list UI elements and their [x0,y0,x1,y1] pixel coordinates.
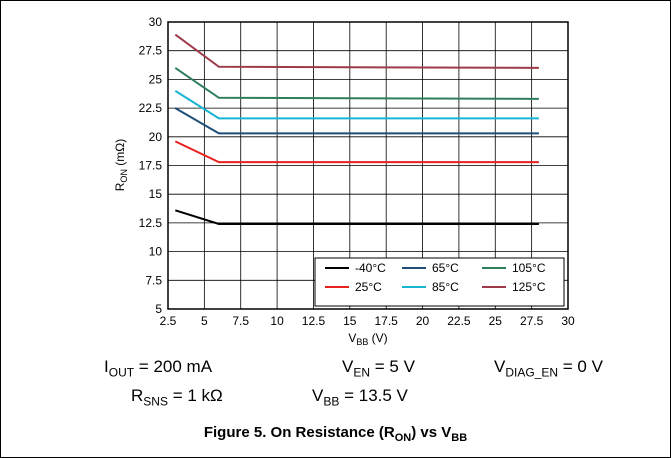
x-tick-label: 10 [270,314,284,328]
series-line [174,33,539,69]
x-tick-label: 27.5 [520,314,544,328]
series-line [174,67,539,100]
figure-caption: Figure 5. On Resistance (RON) vs VBB [203,424,468,444]
x-tick-label: 2.5 [160,314,177,328]
y-tick-label: 22.5 [139,101,163,115]
y-tick-labels: 5 7.5 10 12.5 15 17.5 20 22.5 25 27.5 30 [139,15,163,316]
condition-rsns: RSNS = 1 kΩ [131,386,223,409]
y-tick-label: 20 [149,130,163,144]
legend: -40°C 65°C 105°C 25°C 85°C 125°C [314,257,565,307]
y-tick-label: 10 [149,245,163,259]
condition-ven: VEN = 5 V [342,357,415,380]
legend-label: 85°C [432,280,459,294]
x-tick-label: 7.5 [232,314,249,328]
y-axis-label: RON (mΩ) [113,139,129,191]
condition-vdiag-en: VDIAG_EN = 0 V [494,357,603,380]
y-tick-label: 27.5 [139,44,163,58]
x-tick-label: 12.5 [302,314,326,328]
x-tick-label: 17.5 [375,314,399,328]
series-line [174,90,539,120]
x-tick-label: 22.5 [447,314,471,328]
legend-label: 25°C [355,280,382,294]
x-tick-label: 25 [489,314,503,328]
y-tick-label: 17.5 [139,159,163,173]
x-axis-label: VBB (V) [348,331,387,347]
line-chart: 2.5 5 7.5 10 12.5 15 17.5 20 22.5 25 27.5 30 57.510… [113,15,575,347]
y-tick-label: 15 [149,187,163,201]
y-tick-label: 12.5 [139,216,163,230]
legend-label: -40°C [355,261,386,275]
series-line [174,140,539,164]
legend-label: 125°C [512,280,546,294]
x-tick-label: 30 [561,314,575,328]
legend-label: 65°C [432,261,459,275]
x-tick-label: 20 [416,314,430,328]
x-tick-label: 15 [343,314,357,328]
legend-box [314,257,565,307]
y-tick-label: 30 [149,15,163,29]
series-line [175,209,539,225]
legend-label: 105°C [512,261,546,275]
y-tick-label: 5 [155,302,162,316]
condition-iout: IOUT = 200 mA [104,357,213,380]
plot-area [167,21,569,310]
series-line [174,107,539,135]
x-tick-label: 5 [201,314,208,328]
y-tick-label: 25 [149,72,163,86]
condition-vbb: VBB = 13.5 V [312,386,408,409]
series-lines [174,33,539,225]
x-tick-labels: 2.5 5 7.5 10 12.5 15 17.5 20 22.5 25 27.5 30 [160,314,575,328]
y-tick-label: 7.5 [145,273,162,287]
